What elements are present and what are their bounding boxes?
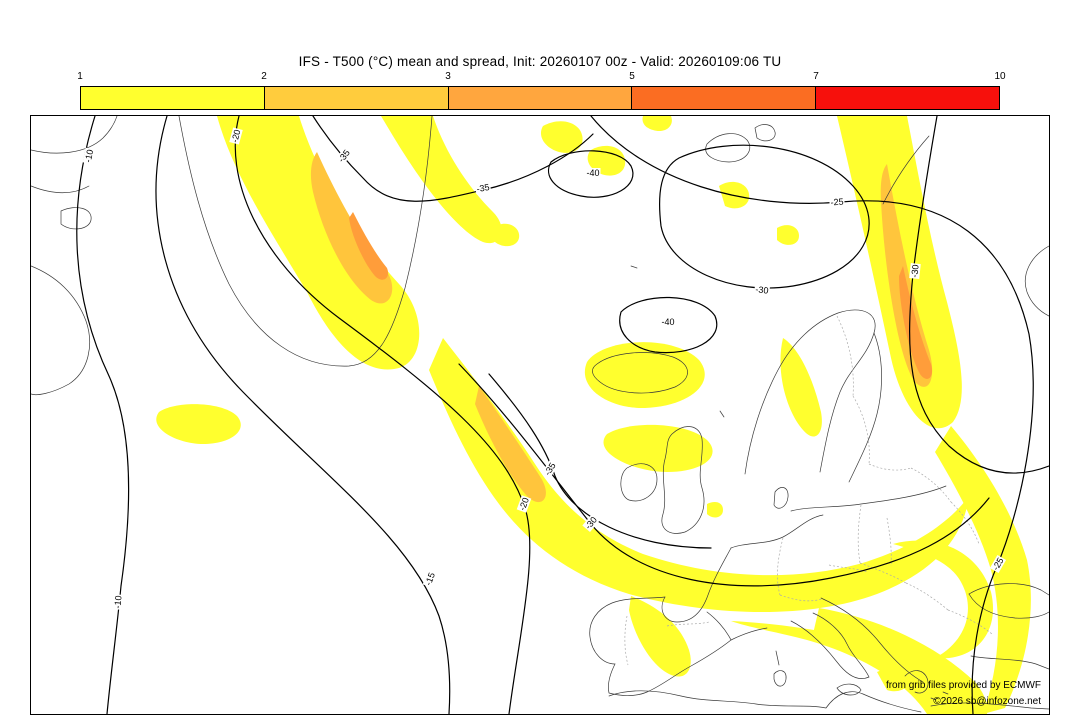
credit-line-1: from grib files provided by ECMWF [885, 680, 1041, 691]
contour-lines [76, 116, 1049, 714]
map-canvas [31, 116, 1049, 714]
coastlines [31, 116, 1049, 713]
contour-minus-30-loop [658, 144, 870, 289]
colorbar-tick-label: 7 [813, 71, 819, 82]
colorbar-segment [816, 87, 999, 109]
colorbar-segment [632, 87, 817, 109]
weather-map: -10 -20 -35 -35 -40 -25 -30 -30 -40 -35 -30 -20 -15-… [30, 115, 1050, 715]
contour-minus-10 [76, 116, 130, 714]
contour-minus-25 [590, 116, 1034, 714]
colorbar-segments [80, 86, 1000, 110]
contour-minus-30-jet [458, 363, 990, 587]
colorbar-tick-label: 1 [77, 71, 83, 82]
colorbar-segment [264, 87, 449, 109]
colorbar-tick-label: 10 [994, 71, 1006, 82]
colorbar-segment [448, 87, 633, 109]
contour-minus-20 [234, 116, 531, 714]
contour-minus-40-loop-a [548, 150, 634, 198]
colorbar-segment [81, 87, 265, 109]
colorbar-tick-label: 3 [445, 71, 451, 82]
credits: from grib files provided by ECMWF ©2026 … [886, 678, 1041, 709]
colorbar-ticks: 1 2 3 5 7 10 [77, 71, 1005, 84]
spread-shading [156, 116, 1031, 714]
page-title: IFS - T500 (°C) mean and spread, Init: 2… [298, 54, 782, 69]
contour-minus-15 [155, 116, 451, 714]
contour-minus-40-loop-b [619, 296, 718, 354]
colorbar-tick-label: 5 [629, 71, 635, 82]
colorbar-tick-label: 2 [261, 71, 267, 82]
credit-line-2: ©2026 sb@infozone.net [933, 695, 1041, 707]
colorbar: 1 2 3 5 7 10 [77, 71, 1006, 110]
contour-minus-30-band [909, 116, 1049, 474]
